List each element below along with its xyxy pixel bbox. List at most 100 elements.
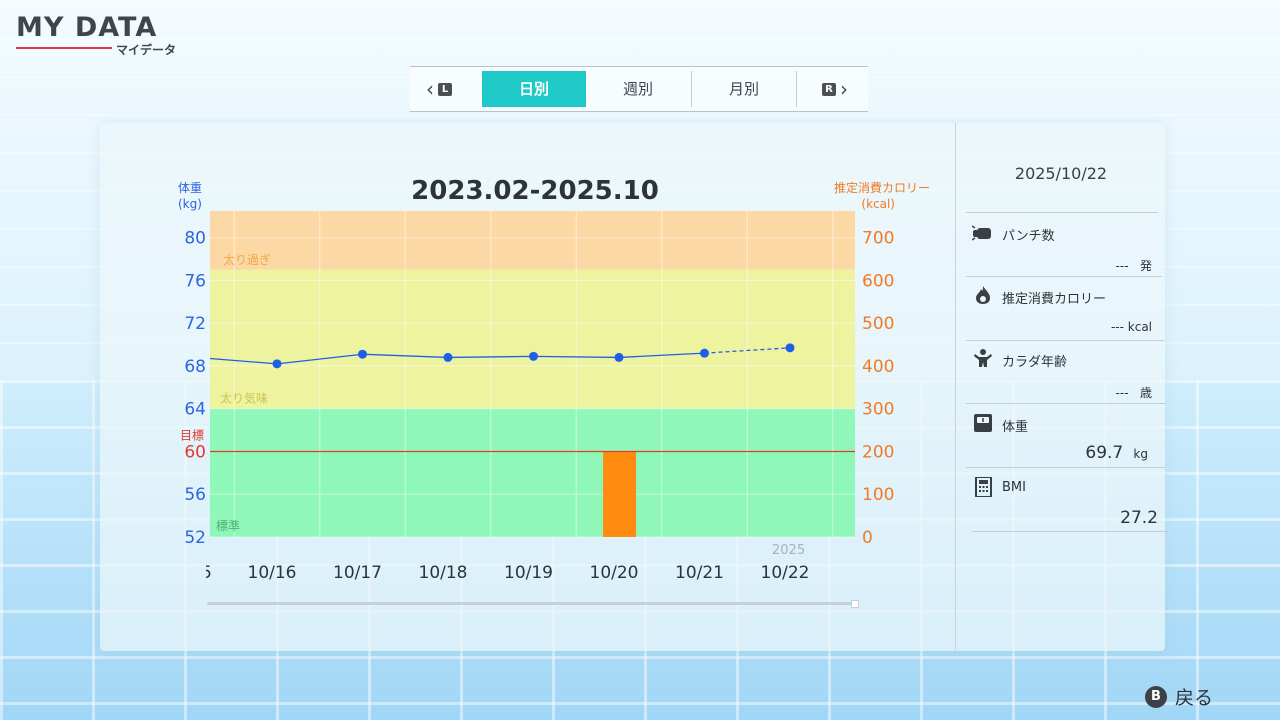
right-axis-tick: 300	[862, 400, 894, 420]
punch-count-number: ---	[1115, 259, 1129, 273]
body-age-unit: 歳	[1139, 386, 1152, 400]
x-axis-tick-partial: 5	[206, 563, 212, 583]
left-axis-tick: 64	[184, 400, 206, 420]
weight-point	[785, 343, 795, 353]
chart-title: 2023.02-2025.10	[411, 176, 659, 206]
r-button-icon: R	[822, 82, 836, 96]
calorie-label: 推定消費カロリー	[1002, 292, 1107, 307]
zone-label-slightly-over: 太り気味	[220, 391, 268, 406]
left-axis-tick: 68	[184, 357, 206, 377]
weight-number: 69.7	[1085, 443, 1124, 463]
punch-icon	[971, 223, 994, 243]
right-axis-tick: 200	[862, 442, 894, 462]
calorie-number: ---	[1110, 320, 1124, 334]
tab-daily[interactable]: 日別	[482, 71, 586, 107]
right-axis-label: 推定消費カロリー	[833, 181, 930, 195]
tab-divider	[691, 71, 692, 107]
zone-slightly-over	[210, 269, 855, 409]
x-axis-tick: 10/21	[675, 563, 724, 583]
tab-monthly[interactable]: 月別	[728, 80, 759, 98]
goal-label: 目標	[180, 428, 204, 442]
weight-point	[358, 349, 367, 359]
punch-count-unit: 発	[1139, 259, 1152, 273]
flame-icon	[972, 285, 994, 305]
side-divider	[966, 340, 1164, 341]
x-axis-tick: 10/19	[504, 563, 553, 583]
x-axis-tick: 10/17	[333, 563, 382, 583]
right-axis-tick: 700	[862, 229, 894, 249]
body-age-value: --- 歳	[1116, 384, 1152, 401]
l-button-icon: L	[438, 82, 452, 96]
left-axis-tick: 52	[184, 528, 206, 548]
prev-tab-button[interactable]: ‹ L	[426, 71, 456, 107]
x-axis-tick: 10/16	[247, 563, 297, 583]
right-axis-tick: 400	[862, 357, 894, 377]
calculator-icon	[972, 476, 994, 498]
punch-count-label: パンチ数	[1002, 229, 1055, 244]
page-header: MY DATA マイデータ	[16, 12, 176, 57]
x-axis-tick: 10/22	[760, 563, 810, 583]
next-tab-button[interactable]: R ›	[818, 71, 848, 107]
back-button[interactable]: B 戻る	[1145, 683, 1213, 710]
title-underline	[16, 47, 112, 49]
panel-divider	[955, 123, 956, 651]
left-axis-title: 体重 (kg)	[178, 180, 202, 212]
weight-point	[614, 352, 624, 362]
back-label: 戻る	[1175, 687, 1214, 709]
chart-scrollbar[interactable]	[207, 602, 855, 605]
b-button-icon: B	[1145, 685, 1167, 708]
right-axis-tick: 0	[862, 528, 873, 548]
chevron-left-icon: ‹	[426, 77, 434, 101]
period-tabs: ‹ L 日別 週別 月別 R ›	[410, 66, 868, 112]
x-axis-tick: 10/20	[589, 563, 639, 583]
zone-normal	[210, 408, 855, 537]
weight-label: 体重	[1002, 420, 1029, 435]
page-title: MY DATA	[16, 12, 158, 43]
chevron-right-icon: ›	[840, 77, 848, 101]
calorie-bar	[603, 451, 636, 537]
weight-value: 69.7 kg	[1085, 443, 1148, 463]
side-divider	[972, 531, 1168, 532]
left-axis-tick: 72	[184, 314, 206, 334]
right-axis-title: 推定消費カロリー (kcal)	[800, 180, 930, 212]
scale-icon	[972, 413, 994, 433]
scrollbar-thumb[interactable]	[851, 600, 859, 608]
calorie-value: --- kcal	[1111, 320, 1152, 334]
right-axis-tick: 600	[862, 271, 894, 291]
tab-weekly[interactable]: 週別	[622, 80, 653, 98]
selected-date: 2025/10/22	[1014, 164, 1108, 183]
side-divider	[966, 276, 1162, 277]
punch-count-value: --- 発	[1116, 257, 1152, 274]
weight-unit: kg	[1133, 447, 1148, 461]
left-axis-unit: (kg)	[178, 197, 202, 211]
weight-point	[272, 359, 282, 369]
weight-series-projection	[704, 347, 791, 354]
zone-over	[210, 211, 855, 270]
x-axis-tick: 10/18	[418, 563, 468, 583]
year-label: 2025	[772, 543, 806, 558]
calorie-unit: kcal	[1127, 320, 1152, 334]
left-axis-tick: 76	[184, 271, 206, 291]
weight-point	[443, 352, 453, 362]
left-axis-tick: 56	[184, 485, 206, 505]
side-divider	[966, 467, 1166, 468]
bmi-label: BMI	[1002, 480, 1026, 495]
right-axis-unit: (kcal)	[861, 197, 895, 211]
side-divider	[966, 403, 1166, 404]
left-axis-label: 体重	[178, 181, 203, 195]
left-axis-tick: 80	[184, 229, 206, 249]
tab-divider	[796, 71, 797, 107]
zone-label-normal: 標準	[216, 518, 240, 533]
body-age-number: ---	[1115, 386, 1129, 400]
right-axis-tick: 500	[862, 314, 894, 334]
left-axis-tick: 60	[184, 442, 206, 462]
zone-label-over: 太り過ぎ	[223, 252, 271, 267]
bmi-value: 27.2	[1120, 508, 1158, 528]
weight-point	[529, 351, 538, 361]
side-divider	[966, 212, 1158, 213]
right-axis-tick: 100	[862, 485, 894, 505]
weight-point	[700, 348, 709, 358]
body-age-label: カラダ年齢	[1002, 355, 1068, 370]
body-age-icon	[972, 348, 994, 368]
